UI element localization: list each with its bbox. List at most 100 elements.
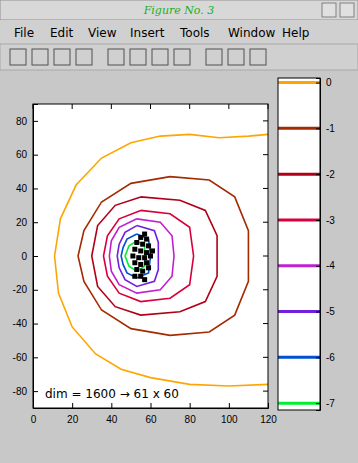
tick-label: -80 bbox=[13, 386, 28, 397]
colorbar-background bbox=[278, 78, 320, 410]
source-point bbox=[134, 240, 139, 245]
tick-mark bbox=[33, 357, 38, 358]
tick-mark bbox=[316, 403, 320, 404]
plot-marks bbox=[55, 134, 268, 386]
contour-line bbox=[55, 134, 268, 386]
colorbar-level bbox=[278, 81, 320, 84]
contour-line bbox=[92, 197, 217, 315]
tick: 100 bbox=[221, 403, 238, 425]
tick-mark bbox=[268, 403, 269, 408]
colorbar-level bbox=[278, 402, 320, 405]
tick: -40 bbox=[13, 318, 38, 329]
source-point bbox=[142, 255, 147, 260]
tick-label: 40 bbox=[16, 183, 28, 194]
contour-line bbox=[125, 241, 145, 271]
colorbar-level bbox=[278, 173, 320, 176]
tick-mark bbox=[33, 104, 34, 109]
tick-label: -2 bbox=[326, 169, 335, 180]
minimize-button[interactable] bbox=[322, 3, 336, 17]
toolbar-button[interactable] bbox=[108, 49, 124, 65]
toolbar-button[interactable] bbox=[206, 49, 222, 65]
tick: 20 bbox=[16, 217, 38, 228]
tick-label: -4 bbox=[326, 260, 335, 271]
menu-item[interactable]: Tools bbox=[179, 26, 210, 40]
tick-mark bbox=[316, 83, 320, 84]
menu-bar bbox=[0, 20, 358, 44]
toolbar-button[interactable] bbox=[130, 49, 146, 65]
menu-item[interactable]: View bbox=[88, 26, 117, 40]
colorbar-level bbox=[278, 127, 320, 130]
menu-item[interactable]: Window bbox=[228, 26, 276, 40]
tick-mark bbox=[150, 104, 151, 109]
source-point bbox=[130, 254, 135, 259]
toolbar-button[interactable] bbox=[10, 49, 26, 65]
tick: -3 bbox=[316, 215, 335, 226]
tick: -60 bbox=[13, 352, 38, 363]
tick-label: 60 bbox=[145, 414, 157, 425]
source-point bbox=[146, 243, 151, 248]
toolbar-button[interactable] bbox=[250, 49, 266, 65]
tick-mark bbox=[316, 220, 320, 221]
toolbar-button[interactable] bbox=[32, 49, 48, 65]
colorbar-level bbox=[278, 356, 320, 359]
tick-mark bbox=[111, 104, 112, 109]
source-point bbox=[132, 260, 137, 265]
tick: 60 bbox=[145, 403, 157, 425]
source-point bbox=[144, 260, 149, 265]
source-point bbox=[136, 255, 141, 260]
tick-label: 0 bbox=[21, 251, 27, 262]
tick: 0 bbox=[316, 77, 332, 88]
tick-label: 20 bbox=[16, 217, 28, 228]
tick-mark bbox=[263, 222, 268, 223]
tick-mark bbox=[151, 403, 152, 408]
title-bar bbox=[0, 0, 358, 20]
axis-line bbox=[34, 403, 269, 409]
tick-mark bbox=[263, 256, 268, 257]
axis-line bbox=[316, 79, 321, 411]
tick: -4 bbox=[316, 260, 335, 271]
tick-label: -7 bbox=[326, 398, 335, 409]
window-background bbox=[0, 0, 358, 463]
toolbar-button[interactable] bbox=[54, 49, 70, 65]
toolbar-button[interactable] bbox=[174, 49, 190, 65]
tick-label: 100 bbox=[221, 414, 238, 425]
menu-item[interactable]: Help bbox=[282, 26, 309, 40]
tick-mark bbox=[263, 154, 268, 155]
plot-background bbox=[33, 104, 268, 408]
tick-mark bbox=[189, 104, 190, 109]
tick: 80 bbox=[185, 403, 197, 425]
contour-line bbox=[117, 226, 158, 287]
tick-mark bbox=[33, 155, 38, 156]
tick-label: 120 bbox=[260, 414, 277, 425]
tick-label: -5 bbox=[326, 306, 335, 317]
tick-label: -40 bbox=[13, 318, 28, 329]
y-axis: -80 -60 -40 -20 0 20 40 60 80 bbox=[13, 105, 38, 409]
tick-label: -20 bbox=[13, 284, 28, 295]
tick-mark bbox=[229, 403, 230, 408]
tick-mark bbox=[33, 256, 38, 257]
annotation: dim = 1600 → 61 x 60 bbox=[45, 387, 179, 401]
axis-line bbox=[34, 105, 39, 409]
colorbar-level bbox=[278, 310, 320, 313]
menu-item[interactable]: Edit bbox=[50, 26, 74, 40]
source-point bbox=[138, 248, 143, 253]
tick: -80 bbox=[13, 386, 38, 397]
tick-label: 40 bbox=[106, 414, 118, 425]
tick: -6 bbox=[316, 352, 335, 363]
source-point bbox=[146, 265, 151, 270]
toolbar-button[interactable] bbox=[228, 49, 244, 65]
source-point bbox=[138, 262, 143, 267]
toolbar-button[interactable] bbox=[76, 49, 92, 65]
tick-mark bbox=[33, 188, 38, 189]
colorbar-level bbox=[278, 264, 320, 267]
contour-line bbox=[121, 234, 150, 278]
tick-label: 80 bbox=[16, 116, 28, 127]
menu-item[interactable]: File bbox=[14, 26, 34, 40]
tick-label: -3 bbox=[326, 215, 335, 226]
source-point bbox=[140, 242, 145, 247]
menu-item[interactable]: Insert bbox=[130, 26, 165, 40]
close-button[interactable] bbox=[340, 3, 354, 17]
tick-label: 60 bbox=[16, 149, 28, 160]
tick-mark bbox=[316, 128, 320, 129]
toolbar-button[interactable] bbox=[152, 49, 168, 65]
